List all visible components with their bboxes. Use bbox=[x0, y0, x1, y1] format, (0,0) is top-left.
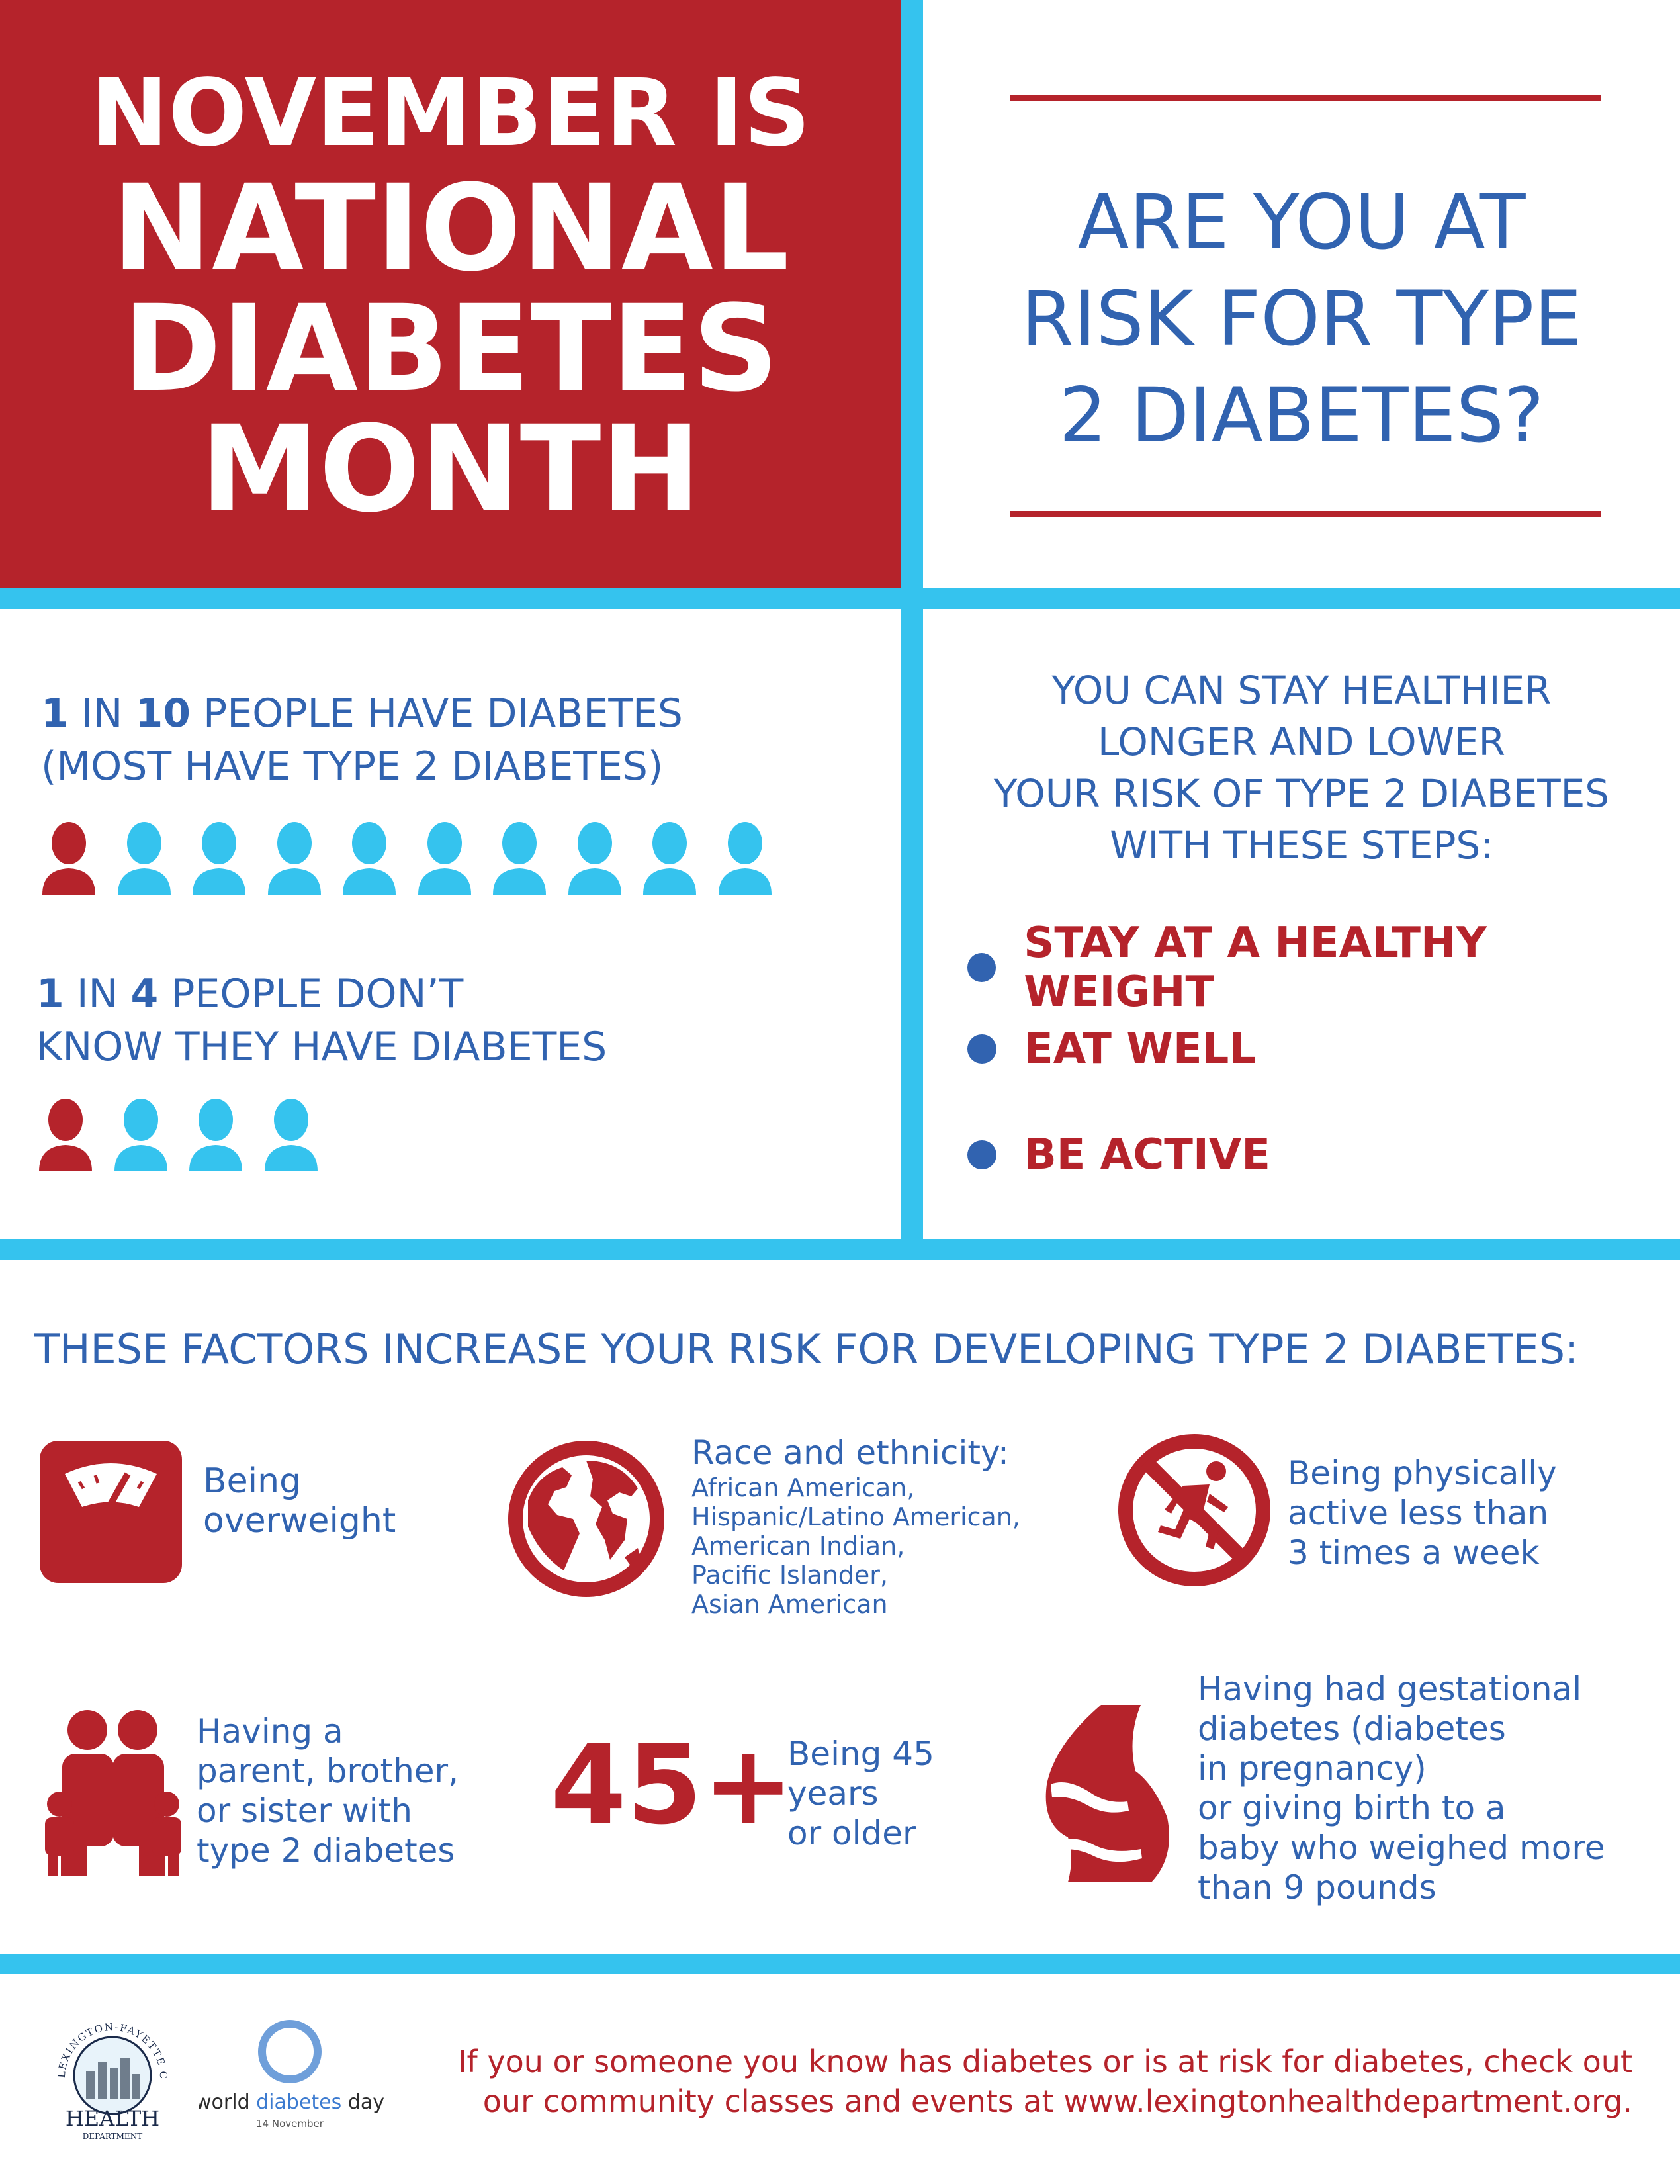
factor-gestational-line-5: baby who weighed more bbox=[1198, 1829, 1605, 1867]
person-icon bbox=[416, 821, 474, 895]
scale-icon bbox=[40, 1441, 182, 1583]
person-icon bbox=[112, 1097, 170, 1171]
factor-overweight-line-1: Being bbox=[203, 1461, 302, 1501]
factor-inactive: Being physically active less than 3 time… bbox=[1288, 1453, 1557, 1572]
bullet-icon bbox=[967, 1140, 996, 1169]
divider-horizontal-2 bbox=[0, 1239, 1680, 1260]
stat-2-line-2: KNOW THEY HAVE DIABETES bbox=[36, 1024, 607, 1070]
wdd-date: 14 November bbox=[256, 2118, 324, 2130]
race-item: Asian American bbox=[691, 1590, 888, 1619]
factor-gestational-line-2: diabetes (diabetes bbox=[1198, 1709, 1506, 1748]
steps-intro-line-3: YOUR RISK OF TYPE 2 DIABETES bbox=[993, 771, 1610, 816]
stat-1: 1 IN 10 PEOPLE HAVE DIABETES (MOST HAVE … bbox=[41, 687, 683, 793]
divider-horizontal-1 bbox=[0, 588, 1680, 609]
stat-2-line-1: 1 IN 4 PEOPLE DON’T bbox=[36, 971, 464, 1017]
no-running-icon bbox=[1118, 1434, 1270, 1586]
factor-age: Being 45 years or older bbox=[787, 1734, 934, 1853]
factor-family-line-1: Having a bbox=[197, 1712, 343, 1751]
person-icon bbox=[36, 1097, 95, 1171]
factor-gestational-line-3: in pregnancy) bbox=[1198, 1749, 1427, 1788]
person-icon bbox=[262, 1097, 320, 1171]
step-healthy-weight: STAY AT A HEALTHY WEIGHT bbox=[967, 919, 1680, 1017]
divider-vertical-top bbox=[901, 0, 923, 1239]
hero-banner: NOVEMBER IS NATIONAL DIABETES MONTH bbox=[0, 0, 901, 588]
race-item: Pacific Islander, bbox=[691, 1561, 888, 1590]
steps-intro-line-1: YOU CAN STAY HEALTHIER bbox=[1051, 668, 1552, 713]
top-rule bbox=[1010, 95, 1601, 101]
logo-department-text: DEPARTMENT bbox=[83, 2132, 142, 2141]
steps-intro: YOU CAN STAY HEALTHIER LONGER AND LOWER … bbox=[923, 664, 1680, 871]
factor-gestational-line-4: or giving birth to a bbox=[1198, 1789, 1506, 1827]
risk-question-line-2: RISK FOR TYPE bbox=[1021, 275, 1582, 363]
risk-question-line-1: ARE YOU AT bbox=[1077, 178, 1526, 266]
pregnancy-icon bbox=[1045, 1705, 1169, 1882]
factor-age-line-1: Being 45 bbox=[787, 1735, 934, 1773]
factor-age-line-2: years bbox=[787, 1774, 879, 1813]
world-diabetes-day-logo: world diabetes day 14 November bbox=[199, 2020, 384, 2130]
hero-line-3: DIABETES bbox=[122, 280, 779, 418]
risk-question-line-3: 2 DIABETES? bbox=[1059, 371, 1544, 459]
factor-family-line-4: type 2 diabetes bbox=[197, 1831, 455, 1870]
bottom-rule bbox=[1010, 511, 1601, 517]
stat-2: 1 IN 4 PEOPLE DON’T KNOW THEY HAVE DIABE… bbox=[36, 968, 607, 1073]
factor-inactive-line-3: 3 times a week bbox=[1288, 1533, 1540, 1572]
factor-overweight: Being overweight bbox=[203, 1461, 396, 1541]
stat-1-line-1: 1 IN 10 PEOPLE HAVE DIABETES bbox=[41, 690, 683, 737]
stat-1-line-2: (MOST HAVE TYPE 2 DIABETES) bbox=[41, 743, 664, 790]
hero-line-4: MONTH bbox=[200, 400, 701, 539]
race-item: American Indian, bbox=[691, 1531, 905, 1561]
factor-family: Having a parent, brother, or sister with… bbox=[197, 1711, 459, 1870]
person-icon bbox=[716, 821, 774, 895]
person-icon bbox=[490, 821, 549, 895]
factor-inactive-line-1: Being physically bbox=[1288, 1454, 1557, 1492]
factor-gestational: Having had gestational diabetes (diabete… bbox=[1198, 1669, 1605, 1907]
factor-age-line-3: or older bbox=[787, 1814, 916, 1852]
factor-race-heading: Race and ethnicity: bbox=[691, 1433, 1009, 1472]
logo-health-text: HEALTH bbox=[66, 2106, 159, 2131]
risk-question: ARE YOU AT RISK FOR TYPE 2 DIABETES? bbox=[923, 174, 1680, 464]
globe-icon bbox=[508, 1441, 664, 1597]
person-icon bbox=[187, 1097, 245, 1171]
person-icon bbox=[115, 821, 173, 895]
wdd-text: world diabetes day bbox=[199, 2091, 384, 2114]
step-label: BE ACTIVE bbox=[1024, 1130, 1270, 1179]
hero-line-2: NATIONAL bbox=[112, 159, 789, 298]
bullet-icon bbox=[967, 1034, 996, 1064]
person-icon bbox=[40, 821, 98, 895]
footer-line-1: If you or someone you know has diabetes … bbox=[457, 2044, 1632, 2079]
race-item: Hispanic/Latino American, bbox=[691, 1502, 1020, 1531]
step-be-active: BE ACTIVE bbox=[967, 1130, 1270, 1179]
person-icon bbox=[566, 821, 624, 895]
step-label: STAY AT A HEALTHY WEIGHT bbox=[1024, 919, 1487, 1017]
steps-intro-line-2: LONGER AND LOWER bbox=[1098, 719, 1505, 764]
factor-race: Race and ethnicity: African American, Hi… bbox=[691, 1432, 1020, 1619]
step-label: EAT WELL bbox=[1024, 1024, 1257, 1073]
steps-intro-line-4: WITH THESE STEPS: bbox=[1110, 823, 1493, 868]
bullet-icon bbox=[967, 953, 996, 982]
age-45-plus: 45+ bbox=[551, 1721, 794, 1848]
family-icon bbox=[45, 1710, 181, 1876]
race-item: African American, bbox=[691, 1473, 915, 1502]
footer-line-2: our community classes and events at www.… bbox=[482, 2083, 1632, 2119]
factor-family-line-2: parent, brother, bbox=[197, 1752, 459, 1790]
person-icon bbox=[265, 821, 324, 895]
person-icon bbox=[641, 821, 699, 895]
health-department-logo: LEXINGTON-FAYETTE COUNTY HEALTH DEPARTME… bbox=[40, 2005, 168, 2141]
hero-line-1: NOVEMBER IS bbox=[91, 60, 811, 167]
divider-horizontal-3 bbox=[0, 1954, 1680, 1974]
person-icon bbox=[340, 821, 398, 895]
footer-message: If you or someone you know has diabetes … bbox=[458, 2042, 1632, 2121]
factor-family-line-3: or sister with bbox=[197, 1792, 412, 1830]
step-eat-well: EAT WELL bbox=[967, 1024, 1256, 1073]
factor-gestational-line-1: Having had gestational bbox=[1198, 1670, 1582, 1708]
factors-title: THESE FACTORS INCREASE YOUR RISK FOR DEV… bbox=[34, 1325, 1579, 1373]
person-icon bbox=[190, 821, 248, 895]
factor-inactive-line-2: active less than bbox=[1288, 1494, 1549, 1532]
factor-overweight-line-2: overweight bbox=[203, 1501, 396, 1541]
factor-gestational-line-6: than 9 pounds bbox=[1198, 1868, 1437, 1907]
